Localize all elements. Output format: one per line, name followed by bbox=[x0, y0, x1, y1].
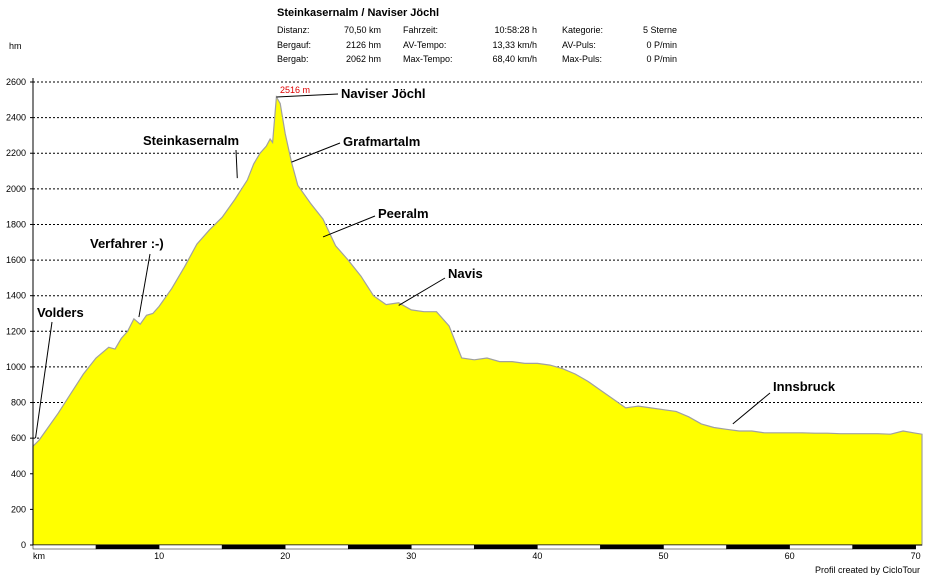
x-tick-label: 50 bbox=[658, 551, 668, 561]
x-tick-labels: 10 20 30 40 50 60 70 bbox=[154, 551, 921, 561]
x-tick-label: 30 bbox=[406, 551, 416, 561]
stat-label: Max-Tempo: bbox=[403, 54, 453, 64]
stat-value: 10:58:28 h bbox=[494, 25, 537, 35]
stat-value: 68,40 km/h bbox=[492, 54, 537, 64]
peak-elevation-label: 2516 m bbox=[280, 85, 310, 95]
y-tick-label: 1800 bbox=[6, 219, 26, 229]
annotations: Naviser Jöchl Grafmartalm Steinkasernalm Pe… bbox=[35, 86, 836, 439]
annotation-leader bbox=[732, 392, 771, 425]
stat-label: Fahrzeit: bbox=[403, 25, 438, 35]
stat-value: 13,33 km/h bbox=[492, 40, 537, 50]
stat-label: Kategorie: bbox=[562, 25, 603, 35]
annotation-label: Volders bbox=[37, 305, 84, 320]
km-scale-segment bbox=[221, 544, 286, 550]
footer-credit: Profil created by CicloTour bbox=[815, 565, 920, 575]
stats-table: Distanz: 70,50 km Fahrzeit: 10:58:28 h Kateg… bbox=[277, 25, 677, 64]
y-tick-label: 1000 bbox=[6, 362, 26, 372]
x-tick-label: 20 bbox=[280, 551, 290, 561]
stat-value: 0 P/min bbox=[646, 40, 677, 50]
x-tick-label: 40 bbox=[532, 551, 542, 561]
stat-label: Bergab: bbox=[277, 54, 309, 64]
elevation-area bbox=[32, 95, 923, 546]
stat-label: Max-Puls: bbox=[562, 54, 602, 64]
annotation-label: Verfahrer :-) bbox=[90, 236, 164, 251]
km-scale-segment bbox=[852, 544, 916, 550]
annotation-label: Naviser Jöchl bbox=[341, 86, 426, 101]
x-tick-label: 70 bbox=[911, 551, 921, 561]
km-scale-segment bbox=[789, 544, 853, 550]
km-scale-segment bbox=[158, 544, 223, 550]
annotation-leader bbox=[276, 93, 339, 98]
y-tick-label: 2000 bbox=[6, 184, 26, 194]
y-tick-label: 1200 bbox=[6, 326, 26, 336]
chart-title: Steinkasernalm / Naviser Jöchl bbox=[277, 7, 439, 19]
stat-value: 5 Sterne bbox=[643, 25, 677, 35]
annotation-leader bbox=[398, 277, 446, 306]
annotation-label: Peeralm bbox=[378, 206, 429, 221]
stat-label: AV-Puls: bbox=[562, 40, 596, 50]
km-scale-segment bbox=[600, 544, 664, 550]
stat-value: 0 P/min bbox=[646, 54, 677, 64]
km-scale-segment bbox=[284, 544, 349, 550]
x-tick-label: 10 bbox=[154, 551, 164, 561]
stat-value: 2062 hm bbox=[346, 54, 381, 64]
km-scale-segment bbox=[95, 544, 160, 550]
annotation-label: Grafmartalm bbox=[343, 134, 420, 149]
annotation-leader bbox=[291, 142, 341, 163]
km-scale-segment bbox=[726, 544, 790, 550]
y-tick-label: 400 bbox=[11, 469, 26, 479]
y-tick-label: 2400 bbox=[6, 113, 26, 123]
y-tick-label: 1400 bbox=[6, 291, 26, 301]
km-scale-segment bbox=[537, 544, 601, 550]
annotation-label: Navis bbox=[448, 266, 483, 281]
annotation-leader bbox=[35, 321, 53, 439]
annotation-leader bbox=[235, 149, 238, 179]
x-tick-label: 60 bbox=[785, 551, 795, 561]
annotation-label: Innsbruck bbox=[773, 379, 836, 394]
y-tick-label: 2600 bbox=[6, 77, 26, 87]
stat-label: AV-Tempo: bbox=[403, 40, 446, 50]
axes bbox=[32, 78, 922, 550]
km-scale-segment bbox=[663, 544, 727, 550]
annotation-leader bbox=[138, 253, 151, 318]
stat-label: Bergauf: bbox=[277, 40, 311, 50]
y-tick-label: 0 bbox=[21, 540, 26, 550]
y-tick-label: 200 bbox=[11, 504, 26, 514]
km-scale-segment bbox=[32, 544, 97, 550]
y-axis-label: hm bbox=[9, 41, 22, 51]
y-tick-label: 1600 bbox=[6, 255, 26, 265]
y-tick-labels: 0 200 400 600 800 1000 1200 1400 1600 1800 2000 220… bbox=[6, 77, 33, 550]
y-tick-label: 800 bbox=[11, 398, 26, 408]
stat-label: Distanz: bbox=[277, 25, 310, 35]
stat-value: 70,50 km bbox=[344, 25, 381, 35]
x-axis-label: km bbox=[33, 551, 45, 561]
annotation-label: Steinkasernalm bbox=[143, 133, 239, 148]
annotation-leader bbox=[322, 215, 376, 238]
y-tick-label: 2200 bbox=[6, 148, 26, 158]
km-scale-segment bbox=[347, 544, 412, 550]
stat-value: 2126 hm bbox=[346, 40, 381, 50]
km-scale-segment bbox=[474, 544, 538, 550]
y-tick-label: 600 bbox=[11, 433, 26, 443]
km-scale-segment bbox=[411, 544, 475, 550]
